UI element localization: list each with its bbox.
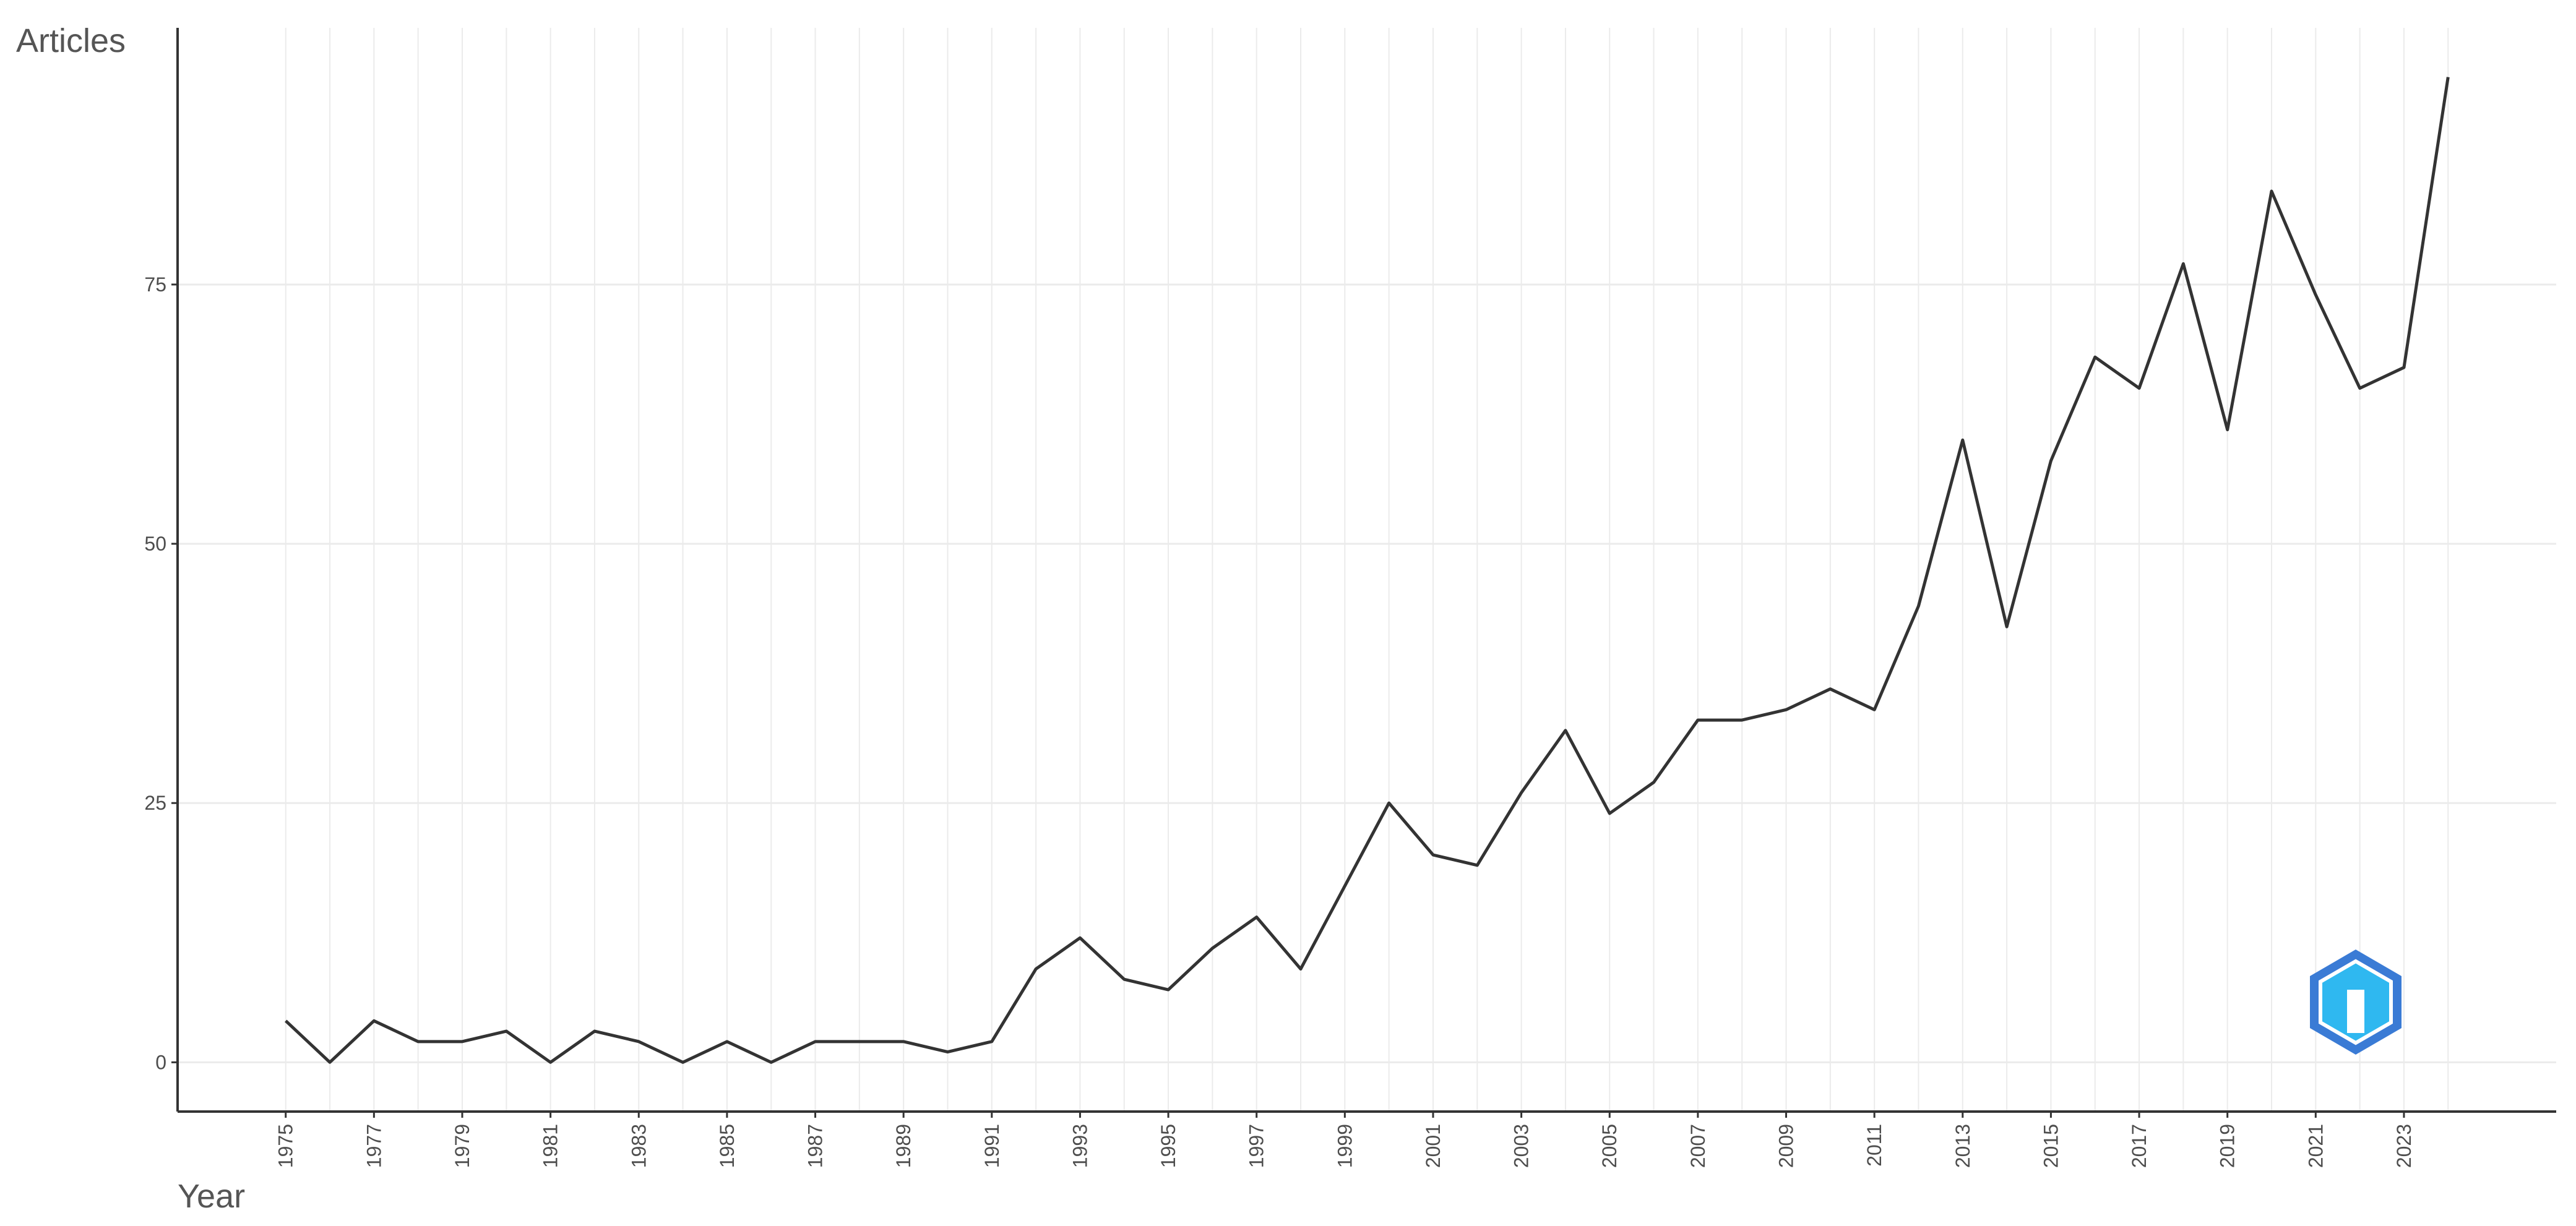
y-axis-title: Articles xyxy=(16,22,126,59)
x-tick-label: 1987 xyxy=(804,1124,827,1168)
x-axis-title: Year xyxy=(178,1178,245,1215)
x-tick-label: 2021 xyxy=(2304,1124,2327,1168)
x-tick-label: 1981 xyxy=(540,1124,562,1168)
y-tick-label: 25 xyxy=(144,792,166,814)
x-tick-label: 1993 xyxy=(1069,1124,1091,1168)
logo xyxy=(2310,950,2402,1055)
x-tick-label: 1991 xyxy=(981,1124,1003,1168)
x-tick-label: 1983 xyxy=(627,1124,650,1168)
x-tick-label: 1997 xyxy=(1246,1124,1268,1168)
y-tick-label: 75 xyxy=(144,273,166,296)
x-tick-label: 1985 xyxy=(716,1124,738,1168)
x-tick-label: 2023 xyxy=(2393,1124,2415,1168)
logo-tower xyxy=(2347,990,2364,1033)
x-tick-label: 2011 xyxy=(1863,1124,1885,1167)
x-tick-label: 2001 xyxy=(1422,1124,1444,1168)
x-tick-label: 2003 xyxy=(1510,1124,1533,1168)
x-tick-label: 1975 xyxy=(275,1124,297,1168)
x-tick-label: 1995 xyxy=(1157,1124,1179,1168)
x-tick-label: 2019 xyxy=(2216,1124,2239,1168)
x-tick-label: 2007 xyxy=(1687,1124,1709,1168)
y-tick-label: 0 xyxy=(155,1051,166,1073)
y-tick-label: 50 xyxy=(144,533,166,555)
x-tick-label: 1999 xyxy=(1333,1124,1356,1168)
data-line xyxy=(285,77,2450,1064)
x-tick-label: 2013 xyxy=(1952,1124,1974,1168)
x-tick-label: 1989 xyxy=(892,1124,915,1168)
x-tick-label: 2005 xyxy=(1598,1124,1621,1168)
x-tick-label: 2015 xyxy=(2040,1124,2062,1168)
x-tick-label: 1977 xyxy=(363,1124,385,1168)
x-tick-label: 2009 xyxy=(1775,1124,1798,1168)
x-tick-label: 2017 xyxy=(2128,1124,2150,1168)
x-tick-label: 1979 xyxy=(451,1124,473,1168)
